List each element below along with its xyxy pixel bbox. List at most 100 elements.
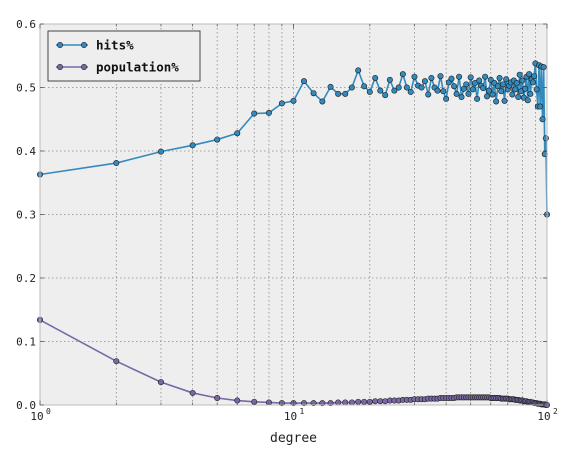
data-point-hits xyxy=(519,77,526,84)
data-point-hits xyxy=(382,92,389,99)
data-point-population xyxy=(157,379,164,386)
y-tick-label: 0.0 xyxy=(16,399,36,412)
data-point-hits xyxy=(251,110,258,117)
data-point-hits xyxy=(437,73,444,80)
data-point-hits xyxy=(113,160,120,167)
data-point-hits xyxy=(319,98,326,105)
data-point-hits xyxy=(434,87,441,94)
data-point-hits xyxy=(458,94,465,101)
data-point-hits xyxy=(501,97,508,104)
data-point-hits xyxy=(407,88,414,95)
y-tick-label: 0.1 xyxy=(16,336,36,349)
data-point-hits xyxy=(542,135,549,142)
data-point-hits xyxy=(503,76,510,83)
data-point-hits xyxy=(278,100,285,107)
y-axis: 0.0 0.1 0.2 0.3 0.4 0.5 0.6 xyxy=(16,18,547,412)
data-point-hits xyxy=(355,67,362,74)
data-point-hits xyxy=(463,81,470,88)
x-tick-exponent: 2 xyxy=(553,407,558,416)
data-point-hits xyxy=(512,86,519,93)
data-point-population xyxy=(372,398,379,405)
legend-label: population% xyxy=(96,60,179,75)
data-point-population xyxy=(214,395,221,402)
x-axis-label: degree xyxy=(270,431,317,446)
data-point-hits xyxy=(342,90,349,97)
data-point-hits xyxy=(448,75,455,82)
y-tick-label: 0.6 xyxy=(16,18,36,31)
data-point-hits xyxy=(465,90,472,97)
grid xyxy=(40,24,547,405)
data-point-population xyxy=(361,398,368,405)
data-point-hits xyxy=(515,94,522,101)
data-point-population xyxy=(377,398,384,405)
data-point-hits xyxy=(456,73,463,80)
data-point-hits xyxy=(484,93,491,100)
x-tick-base: 10 xyxy=(537,410,550,423)
data-point-hits xyxy=(234,130,241,137)
data-point-population xyxy=(327,400,334,407)
data-point-hits xyxy=(509,91,516,98)
data-point-population xyxy=(113,358,120,365)
data-point-hits xyxy=(265,109,272,116)
data-point-hits xyxy=(526,71,533,78)
legend-marker xyxy=(81,41,88,48)
data-point-population xyxy=(319,400,326,407)
data-point-hits xyxy=(418,84,425,91)
data-point-hits xyxy=(372,74,379,81)
x-axis: 10 0 10 1 10 2 xyxy=(30,24,558,423)
data-point-hits xyxy=(157,148,164,155)
data-point-hits xyxy=(482,73,489,80)
data-point-hits xyxy=(395,84,402,91)
data-point-hits xyxy=(485,87,492,94)
data-point-hits xyxy=(469,86,476,93)
data-point-hits xyxy=(480,85,487,92)
x-tick-exponent: 1 xyxy=(300,407,305,416)
data-point-hits xyxy=(540,64,547,71)
data-point-hits xyxy=(421,78,428,85)
y-tick-label: 0.2 xyxy=(16,272,36,285)
legend: hits% population% xyxy=(47,30,201,82)
series-markers xyxy=(36,60,550,408)
data-point-hits xyxy=(516,71,523,78)
data-point-hits xyxy=(533,86,540,93)
data-point-hits xyxy=(451,83,458,90)
data-point-population xyxy=(342,399,349,406)
x-tick-label: 10 1 xyxy=(284,407,305,423)
data-point-hits xyxy=(522,85,529,92)
data-point-hits xyxy=(531,73,538,80)
legend-label: hits% xyxy=(96,38,134,53)
x-tick-label: 10 2 xyxy=(537,407,558,423)
data-point-population xyxy=(310,400,317,407)
data-point-hits xyxy=(494,83,501,90)
data-point-hits xyxy=(300,78,307,85)
data-point-population xyxy=(234,397,241,404)
data-point-population xyxy=(348,399,355,406)
data-point-population xyxy=(300,400,307,407)
data-point-hits xyxy=(428,74,435,81)
data-point-hits xyxy=(539,116,546,123)
data-point-hits xyxy=(440,88,447,95)
legend-marker xyxy=(56,41,63,48)
x-tick-exponent: 0 xyxy=(46,407,51,416)
x-tick-base: 10 xyxy=(30,410,43,423)
data-point-hits xyxy=(214,136,221,143)
data-point-hits xyxy=(537,103,544,110)
data-point-hits xyxy=(474,95,481,102)
x-tick-label: 10 0 xyxy=(30,407,51,423)
legend-marker xyxy=(81,64,88,71)
legend-box xyxy=(47,30,201,82)
data-point-hits xyxy=(290,97,297,104)
legend-entry: population% xyxy=(56,60,179,75)
legend-entry: hits% xyxy=(56,38,134,53)
data-point-hits xyxy=(327,83,334,90)
data-point-hits xyxy=(527,90,534,97)
data-point-hits xyxy=(498,88,505,95)
data-point-hits xyxy=(425,91,432,98)
data-point-hits xyxy=(377,87,384,94)
data-point-hits xyxy=(386,76,393,83)
data-point-hits xyxy=(529,79,536,86)
data-point-population xyxy=(335,399,342,406)
data-point-population xyxy=(355,398,362,405)
x-tick-base: 10 xyxy=(284,410,297,423)
data-point-hits xyxy=(443,95,450,102)
